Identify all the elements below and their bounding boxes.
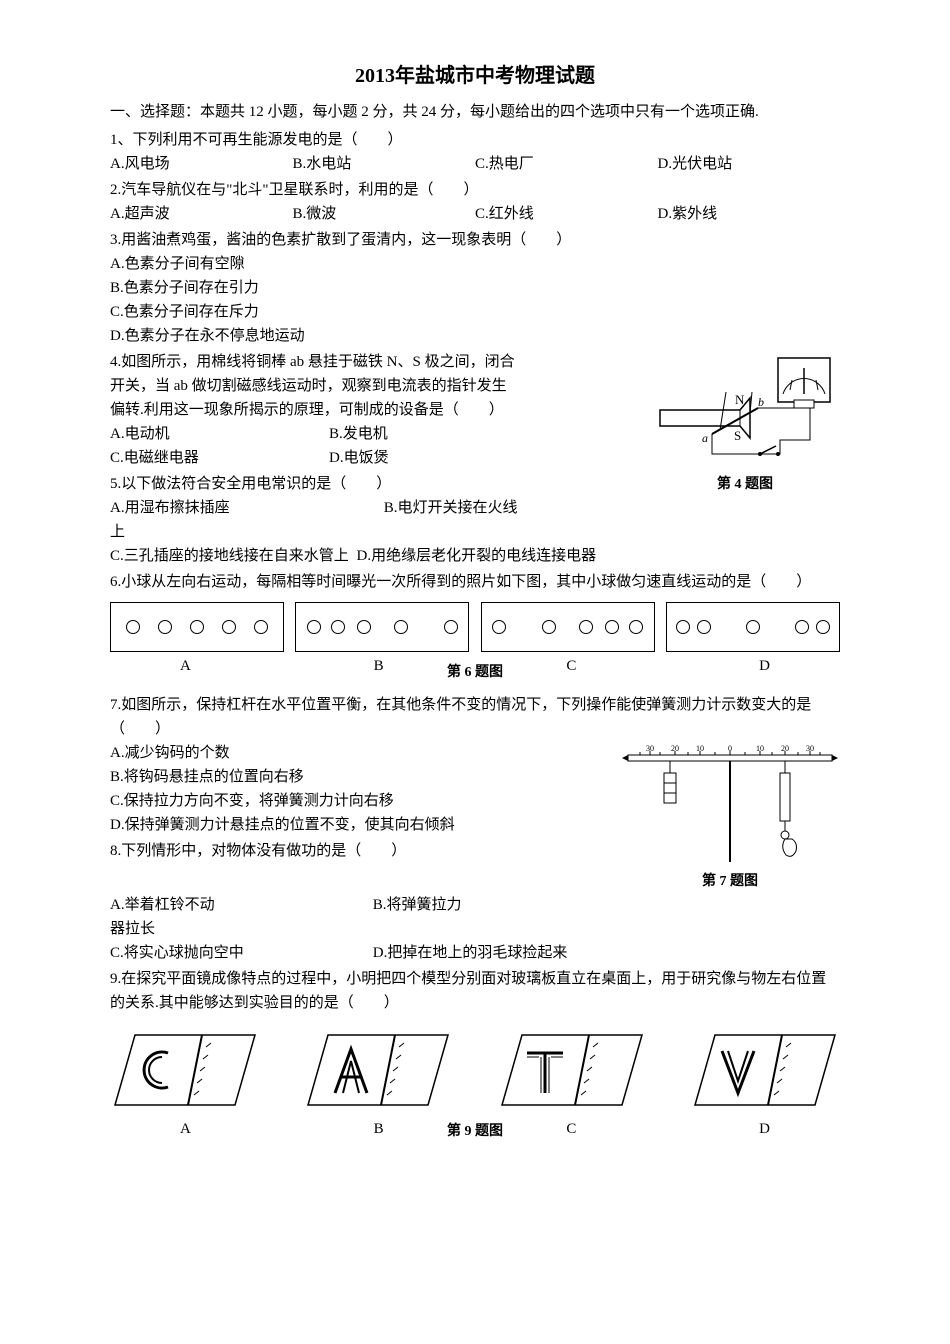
q2-text: 2.汽车导航仪在与"北斗"卫星联系时，利用的是（ ） — [110, 178, 840, 202]
question-2: 2.汽车导航仪在与"北斗"卫星联系时，利用的是（ ） A.超声波 B.微波 C.… — [110, 178, 840, 226]
q5-text: 5.以下做法符合安全用电常识的是（ ） — [110, 472, 840, 496]
question-3: 3.用酱油煮鸡蛋，酱油的色素扩散到了蛋清内，这一现象表明（ ） A.色素分子间有… — [110, 228, 840, 348]
ball-icon — [746, 620, 760, 634]
q6-label-c: C — [566, 654, 576, 678]
q2-opt-c: C.红外线 — [475, 202, 658, 226]
ball-icon — [126, 620, 140, 634]
q5-opt-d: D.用绝缘层老化开裂的电线连接电器 — [357, 548, 597, 564]
q8-opt-b-post: 器拉长 — [110, 917, 840, 941]
q1-opt-d: D.光伏电站 — [658, 152, 841, 176]
q2-opt-a: A.超声波 — [110, 202, 293, 226]
q1-text: 1、下列利用不可再生能源发电的是（ ） — [110, 128, 840, 152]
q9-label-b: B — [374, 1117, 384, 1141]
ball-icon — [222, 620, 236, 634]
q4-label-s: S — [734, 428, 741, 443]
ball-icon — [542, 620, 556, 634]
q1-opt-c: C.热电厂 — [475, 152, 658, 176]
q6-label-a: A — [180, 654, 191, 678]
q9-item-a — [110, 1025, 260, 1115]
q9-label-c: C — [566, 1117, 576, 1141]
q9-item-c — [497, 1025, 647, 1115]
q7-text: 7.如图所示，保持杠杆在水平位置平衡，在其他条件不变的情况下，下列操作能使弹簧测… — [110, 693, 840, 741]
q6-box-b — [295, 602, 469, 652]
q1-opt-b: B.水电站 — [293, 152, 476, 176]
question-7: 7.如图所示，保持杠杆在水平位置平衡，在其他条件不变的情况下，下列操作能使弹簧测… — [110, 693, 840, 837]
q4-label-n: N — [735, 392, 745, 407]
q5-opt-b-post: 上 — [110, 520, 840, 544]
q4-opt-d: D.电饭煲 — [329, 446, 548, 470]
ball-icon — [629, 620, 643, 634]
ball-icon — [605, 620, 619, 634]
question-9: 9.在探究平面镜成像特点的过程中，小明把四个模型分别面对玻璃板直立在桌面上，用于… — [110, 967, 840, 1143]
q9-caption: 第 9 题图 — [110, 1121, 840, 1143]
q9-diagram-a-icon — [110, 1025, 260, 1115]
q3-text: 3.用酱油煮鸡蛋，酱油的色素扩散到了蛋清内，这一现象表明（ ） — [110, 228, 840, 252]
q6-caption: 第 6 题图 — [110, 662, 840, 684]
q5-opt-c: C.三孔插座的接地线接在自来水管上 — [110, 548, 349, 564]
ball-icon — [579, 620, 593, 634]
ball-icon — [331, 620, 345, 634]
q4-label-a: a — [702, 431, 708, 445]
q9-item-d — [690, 1025, 840, 1115]
q4-opt-a: A.电动机 — [110, 422, 329, 446]
q5-opt-b-pre: B.电灯开关接在火线 — [384, 496, 658, 520]
page-title: 2013年盐城市中考物理试题 — [110, 60, 840, 92]
q9-item-b — [303, 1025, 453, 1115]
q4-label-b: b — [758, 395, 764, 409]
q8-opt-a: A.举着杠铃不动 — [110, 893, 373, 917]
q2-opt-d: D.紫外线 — [658, 202, 841, 226]
ball-icon — [697, 620, 711, 634]
ball-icon — [444, 620, 458, 634]
q8-text: 8.下列情形中，对物体没有做功的是（ ） — [110, 839, 840, 863]
q9-diagram-c-icon — [497, 1025, 647, 1115]
ball-icon — [795, 620, 809, 634]
question-5: 5.以下做法符合安全用电常识的是（ ） A.用湿布擦抹插座 B.电灯开关接在火线… — [110, 472, 840, 568]
q6-box-a — [110, 602, 284, 652]
q3-opt-b: B.色素分子间存在引力 — [110, 276, 840, 300]
q6-box-c — [481, 602, 655, 652]
q8-opt-b-pre: B.将弹簧拉力 — [373, 893, 636, 917]
ball-icon — [254, 620, 268, 634]
q6-label-b: B — [374, 654, 384, 678]
question-4: N S a b 第 4 题图 4.如图所示，用棉线将铜棒 ab 悬挂于磁铁 N、… — [110, 350, 840, 470]
q9-diagram-d-icon — [690, 1025, 840, 1115]
section-instructions: 一、选择题：本题共 12 小题，每小题 2 分，共 24 分，每小题给出的四个选… — [110, 100, 840, 124]
q8-opt-d: D.把掉在地上的羽毛球捡起来 — [373, 941, 636, 965]
q4-opt-c: C.电磁继电器 — [110, 446, 329, 470]
question-8: 8.下列情形中，对物体没有做功的是（ ） A.举着杠铃不动 B.将弹簧拉力 器拉… — [110, 839, 840, 965]
q9-figure-row — [110, 1025, 840, 1115]
ball-icon — [190, 620, 204, 634]
ball-icon — [676, 620, 690, 634]
q6-text: 6.小球从左向右运动，每隔相等时间曝光一次所得到的照片如下图，其中小球做匀速直线… — [110, 570, 840, 594]
q6-label-d: D — [759, 654, 770, 678]
q9-label-d: D — [759, 1117, 770, 1141]
q9-label-a: A — [180, 1117, 191, 1141]
ball-icon — [307, 620, 321, 634]
q4-diagram-icon: N S a b — [650, 350, 840, 470]
q9-diagram-b-icon — [303, 1025, 453, 1115]
q1-opt-a: A.风电场 — [110, 152, 293, 176]
q6-box-d — [666, 602, 840, 652]
q3-opt-d: D.色素分子在永不停息地运动 — [110, 324, 840, 348]
ball-icon — [357, 620, 371, 634]
q9-text: 9.在探究平面镜成像特点的过程中，小明把四个模型分别面对玻璃板直立在桌面上，用于… — [110, 967, 840, 1015]
question-1: 1、下列利用不可再生能源发电的是（ ） A.风电场 B.水电站 C.热电厂 D.… — [110, 128, 840, 176]
ball-icon — [394, 620, 408, 634]
q3-opt-a: A.色素分子间有空隙 — [110, 252, 840, 276]
ball-icon — [158, 620, 172, 634]
q5-opt-a: A.用湿布擦抹插座 — [110, 496, 384, 520]
ball-icon — [492, 620, 506, 634]
q8-opt-c: C.将实心球抛向空中 — [110, 941, 373, 965]
ball-icon — [816, 620, 830, 634]
q4-opt-b: B.发电机 — [329, 422, 548, 446]
q6-figure-row — [110, 602, 840, 652]
question-6: 6.小球从左向右运动，每隔相等时间曝光一次所得到的照片如下图，其中小球做匀速直线… — [110, 570, 840, 684]
q2-opt-b: B.微波 — [293, 202, 476, 226]
q3-opt-c: C.色素分子间存在斥力 — [110, 300, 840, 324]
